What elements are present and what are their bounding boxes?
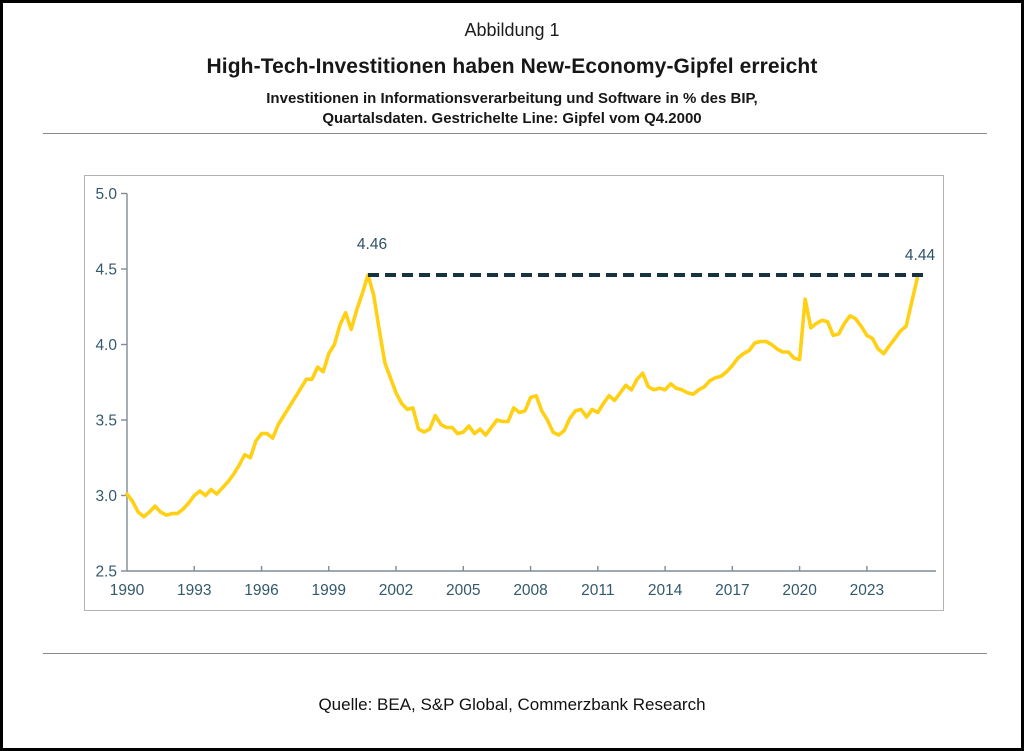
chart-plot: 2.5 3.0 3.5 4.0 4.5 5.0 1990 1993 1996 1999 2002 20… [95, 186, 936, 599]
y-tick-label: 3.5 [95, 413, 117, 430]
chart-title: High-Tech-Investitionen haben New-Econom… [206, 55, 818, 78]
x-tick-label: 1990 [110, 582, 145, 599]
x-tick-label: 2017 [715, 582, 749, 599]
x-tick-label: 2023 [850, 582, 884, 599]
x-tick-label: 1996 [244, 582, 278, 599]
figure-label: Abbildung 1 [464, 20, 560, 40]
source-note: Quelle: BEA, S&P Global, Commerzbank Res… [318, 695, 706, 714]
latest-value-label: 4.44 [905, 247, 936, 264]
x-tick-label: 1993 [177, 582, 211, 599]
bottom-divider [43, 653, 987, 654]
x-tick-label: 2011 [581, 582, 614, 599]
chart-subtitle-line2: Quartalsdaten. Gestrichelte Line: Gipfel… [322, 110, 702, 127]
x-tick-label: 2005 [446, 582, 480, 599]
investment-series-line [125, 273, 920, 519]
x-tick-label: 2002 [379, 582, 413, 599]
chart-subtitle-line1: Investitionen in Informationsverarbeitun… [266, 90, 758, 107]
peak-value-label: 4.46 [357, 236, 387, 253]
y-tick-label: 4.5 [95, 262, 117, 279]
y-tick-label: 4.0 [95, 337, 117, 354]
x-tick-label: 1999 [312, 582, 346, 599]
y-tick-label: 3.0 [95, 488, 117, 505]
chart-frame: 2.5 3.0 3.5 4.0 4.5 5.0 1990 1993 1996 1999 2002 20… [84, 175, 944, 611]
x-tick-label: 2014 [648, 582, 683, 599]
x-tick-label: 2008 [513, 582, 547, 599]
y-tick-label: 2.5 [95, 564, 117, 581]
y-tick-label: 5.0 [95, 186, 117, 203]
top-divider [43, 133, 987, 134]
x-tick-label: 2020 [782, 582, 817, 599]
